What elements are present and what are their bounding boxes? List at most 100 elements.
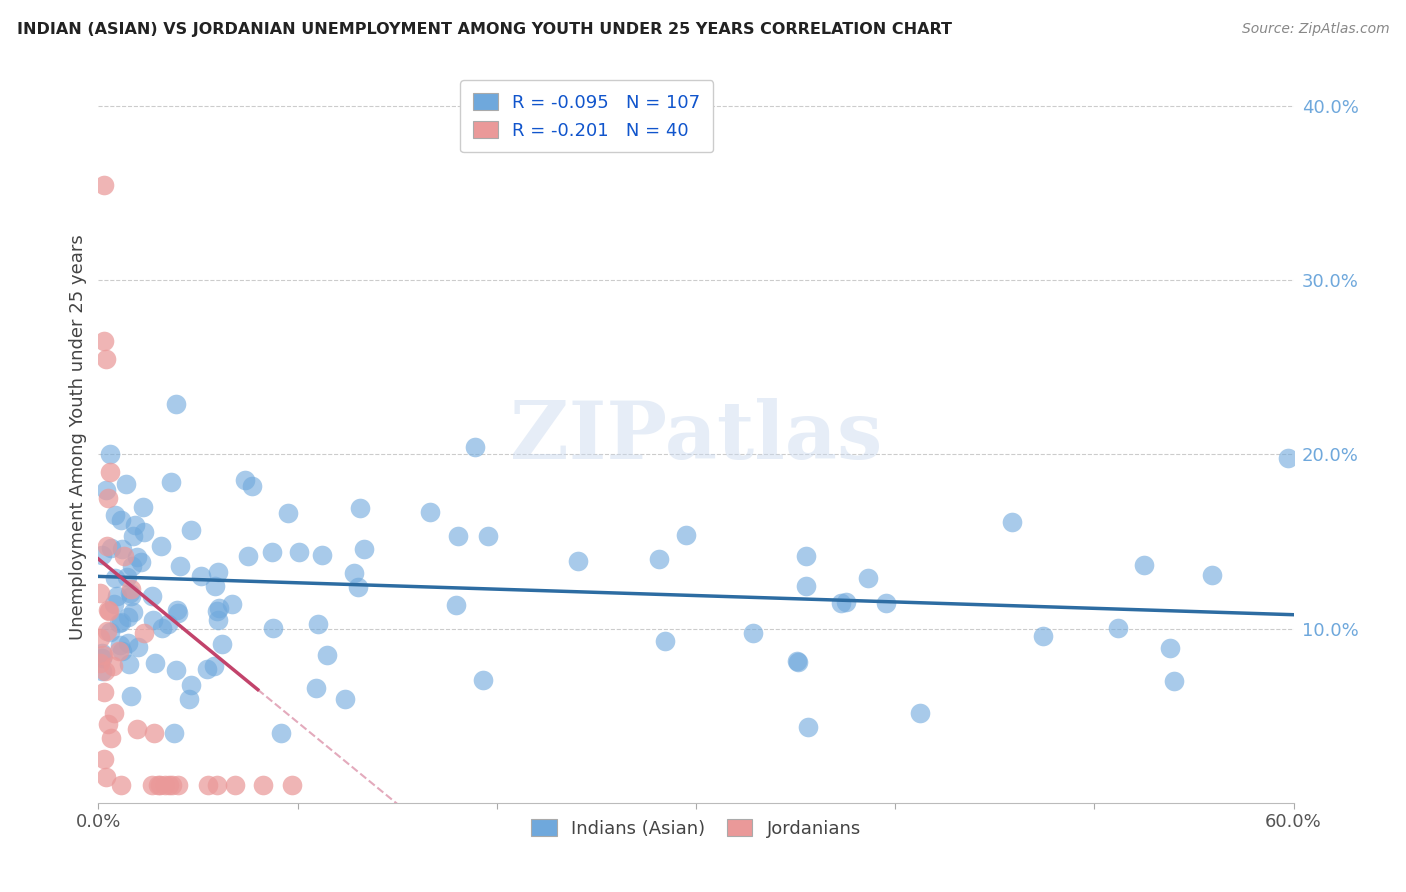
Point	[794, 549, 817, 563]
Point	[96, 624, 118, 639]
Point	[120, 589, 142, 603]
Point	[240, 478, 263, 492]
Point	[163, 726, 186, 740]
Point	[100, 541, 122, 556]
Point	[141, 589, 163, 603]
Point	[108, 644, 131, 658]
Point	[110, 513, 132, 527]
Point	[335, 691, 357, 706]
Point	[304, 681, 326, 695]
Point	[143, 657, 166, 671]
Point	[353, 542, 375, 557]
Point	[96, 351, 118, 366]
Point	[471, 673, 494, 687]
Point	[446, 529, 468, 543]
Point	[93, 685, 115, 699]
Point	[162, 778, 184, 792]
Point	[153, 778, 176, 792]
Point	[96, 770, 118, 784]
Point	[567, 553, 589, 567]
Point	[94, 665, 117, 679]
Point	[93, 752, 115, 766]
Point	[152, 621, 174, 635]
Point	[343, 566, 366, 580]
Point	[98, 604, 121, 618]
Point	[444, 598, 467, 612]
Point	[875, 596, 897, 610]
Point	[169, 558, 191, 573]
Point	[91, 548, 114, 562]
Point	[143, 726, 166, 740]
Point	[125, 549, 148, 564]
Point	[146, 778, 169, 792]
Point	[1163, 673, 1185, 688]
Point	[180, 678, 202, 692]
Text: Source: ZipAtlas.com: Source: ZipAtlas.com	[1241, 22, 1389, 37]
Point	[129, 556, 152, 570]
Point	[120, 582, 142, 596]
Point	[195, 662, 218, 676]
Point	[165, 663, 187, 677]
Point	[97, 717, 120, 731]
Point	[112, 549, 135, 563]
Point	[111, 542, 134, 557]
Point	[281, 778, 304, 792]
Point	[675, 528, 697, 542]
Point	[207, 604, 229, 618]
Point	[221, 598, 243, 612]
Point	[122, 529, 145, 543]
Point	[91, 664, 114, 678]
Point	[104, 571, 127, 585]
Point	[103, 508, 125, 522]
Point	[94, 483, 117, 498]
Point	[98, 447, 121, 461]
Point	[205, 778, 228, 792]
Y-axis label: Unemployment Among Youth under 25 years: Unemployment Among Youth under 25 years	[69, 235, 87, 640]
Point	[180, 524, 202, 538]
Point	[122, 606, 145, 620]
Point	[97, 603, 120, 617]
Point	[108, 638, 131, 652]
Point	[114, 477, 136, 491]
Point	[166, 606, 188, 620]
Point	[204, 579, 226, 593]
Point	[91, 648, 114, 662]
Point	[830, 596, 852, 610]
Point	[103, 706, 125, 721]
Point	[93, 334, 115, 349]
Point	[117, 636, 139, 650]
Point	[110, 644, 132, 658]
Point	[142, 613, 165, 627]
Point	[177, 692, 200, 706]
Point	[100, 625, 122, 640]
Point	[91, 651, 114, 665]
Point	[93, 178, 115, 192]
Point	[103, 597, 125, 611]
Point	[648, 552, 671, 566]
Text: ZIPatlas: ZIPatlas	[510, 398, 882, 476]
Point	[236, 549, 259, 563]
Point	[207, 565, 229, 579]
Point	[105, 590, 128, 604]
Point	[277, 507, 299, 521]
Point	[1201, 568, 1223, 582]
Point	[149, 778, 172, 792]
Point	[132, 625, 155, 640]
Point	[786, 654, 808, 668]
Point	[307, 616, 329, 631]
Point	[211, 637, 233, 651]
Point	[141, 778, 163, 792]
Point	[464, 440, 486, 454]
Point	[127, 640, 149, 654]
Point	[1107, 621, 1129, 635]
Point	[1032, 629, 1054, 643]
Point	[167, 778, 190, 792]
Point	[207, 600, 229, 615]
Point	[150, 539, 173, 553]
Point	[110, 615, 132, 629]
Point	[287, 545, 309, 559]
Point	[202, 659, 225, 673]
Point	[908, 706, 931, 720]
Point	[98, 465, 122, 479]
Point	[165, 397, 187, 411]
